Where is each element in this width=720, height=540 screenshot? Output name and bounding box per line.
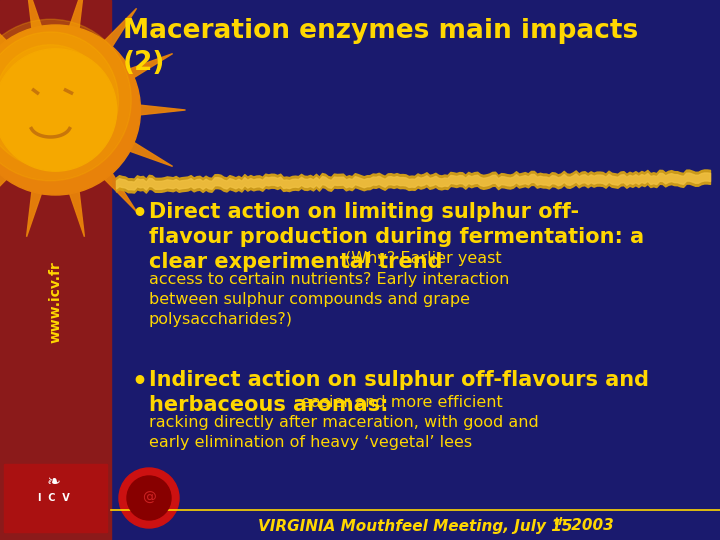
Text: polysaccharides?): polysaccharides?) <box>149 312 293 327</box>
Text: VIRGINIA Mouthfeel Meeting, July 15: VIRGINIA Mouthfeel Meeting, July 15 <box>258 518 572 534</box>
Polygon shape <box>89 155 137 212</box>
Bar <box>0 0 111 540</box>
Circle shape <box>0 45 106 156</box>
Circle shape <box>0 25 140 195</box>
Circle shape <box>119 468 179 528</box>
Text: Maceration enzymes main impacts
(2): Maceration enzymes main impacts (2) <box>123 18 638 76</box>
Circle shape <box>0 49 117 171</box>
Text: •: • <box>131 202 147 226</box>
Text: (Why? Earlier yeast: (Why? Earlier yeast <box>345 252 502 267</box>
Polygon shape <box>27 0 48 50</box>
Polygon shape <box>109 131 173 166</box>
Text: between sulphur compounds and grape: between sulphur compounds and grape <box>149 292 470 307</box>
Text: I  C  V: I C V <box>37 493 69 503</box>
Polygon shape <box>0 155 22 212</box>
Text: easier and more efficient: easier and more efficient <box>301 395 503 410</box>
Text: www.icv.fr: www.icv.fr <box>48 261 63 343</box>
Text: •: • <box>131 370 147 394</box>
Text: 2003: 2003 <box>565 518 613 534</box>
Circle shape <box>0 32 119 168</box>
Polygon shape <box>0 131 1 166</box>
Text: th: th <box>554 517 567 527</box>
Circle shape <box>127 476 171 520</box>
Text: access to certain nutrients? Early interaction: access to certain nutrients? Early inter… <box>149 272 509 287</box>
Text: @: @ <box>142 491 156 505</box>
Text: Indirect action on sulphur off-flavours and: Indirect action on sulphur off-flavours … <box>149 370 649 390</box>
Circle shape <box>0 19 131 181</box>
Text: herbaceous aromas:: herbaceous aromas: <box>149 395 396 415</box>
Text: ❧: ❧ <box>47 473 60 491</box>
Text: flavour production during fermentation: a: flavour production during fermentation: … <box>149 227 644 247</box>
Text: clear experimental trend: clear experimental trend <box>149 252 450 272</box>
Text: racking directly after maceration, with good and: racking directly after maceration, with … <box>149 415 539 430</box>
Polygon shape <box>119 103 186 117</box>
Polygon shape <box>63 170 84 237</box>
Polygon shape <box>63 0 84 50</box>
Polygon shape <box>0 53 1 89</box>
Bar <box>4 464 107 532</box>
Polygon shape <box>0 8 22 65</box>
Text: early elimination of heavy ‘vegetal’ lees: early elimination of heavy ‘vegetal’ lee… <box>149 435 472 450</box>
Polygon shape <box>27 170 48 237</box>
Text: Direct action on limiting sulphur off-: Direct action on limiting sulphur off- <box>149 202 579 222</box>
Polygon shape <box>109 53 173 89</box>
Polygon shape <box>89 8 137 65</box>
